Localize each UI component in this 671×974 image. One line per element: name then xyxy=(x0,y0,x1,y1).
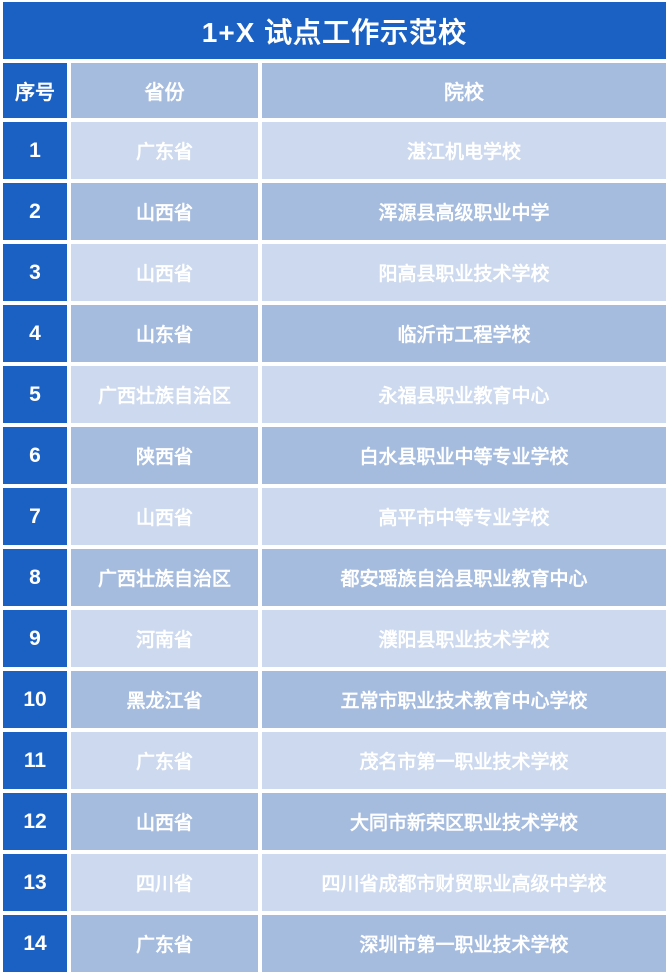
row-province-cell: 山西省 xyxy=(71,183,258,240)
table-row: 1 广东省 湛江机电学校 xyxy=(3,122,666,179)
row-index-cell: 1 xyxy=(3,122,67,179)
table-header-row: 序号 省份 院校 xyxy=(3,63,666,118)
row-index-cell: 13 xyxy=(3,854,67,911)
row-index-cell: 10 xyxy=(3,671,67,728)
table-row: 9 河南省 濮阳县职业技术学校 xyxy=(3,610,666,667)
row-province-cell: 河南省 xyxy=(71,610,258,667)
table-row: 12 山西省 大同市新荣区职业技术学校 xyxy=(3,793,666,850)
table-body: 1 广东省 湛江机电学校 2 山西省 浑源县高级职业中学 3 山西省 阳高县职业… xyxy=(3,122,666,972)
table-row: 5 广西壮族自治区 永福县职业教育中心 xyxy=(3,366,666,423)
table-row: 3 山西省 阳高县职业技术学校 xyxy=(3,244,666,301)
table-row: 11 广东省 茂名市第一职业技术学校 xyxy=(3,732,666,789)
row-province-cell: 广东省 xyxy=(71,122,258,179)
row-province-cell: 山东省 xyxy=(71,305,258,362)
row-province-cell: 四川省 xyxy=(71,854,258,911)
row-school-cell: 阳高县职业技术学校 xyxy=(262,244,666,301)
table-row: 4 山东省 临沂市工程学校 xyxy=(3,305,666,362)
row-index-cell: 6 xyxy=(3,427,67,484)
row-school-cell: 临沂市工程学校 xyxy=(262,305,666,362)
row-province-cell: 山西省 xyxy=(71,793,258,850)
row-province-cell: 陕西省 xyxy=(71,427,258,484)
table-row: 7 山西省 高平市中等专业学校 xyxy=(3,488,666,545)
table-row: 10 黑龙江省 五常市职业技术教育中心学校 xyxy=(3,671,666,728)
row-index-cell: 14 xyxy=(3,915,67,972)
row-province-cell: 广西壮族自治区 xyxy=(71,549,258,606)
column-header-province: 省份 xyxy=(71,63,258,118)
row-index-cell: 5 xyxy=(3,366,67,423)
row-province-cell: 广东省 xyxy=(71,915,258,972)
column-header-school: 院校 xyxy=(262,63,666,118)
row-school-cell: 永福县职业教育中心 xyxy=(262,366,666,423)
column-header-index: 序号 xyxy=(3,63,67,118)
row-school-cell: 大同市新荣区职业技术学校 xyxy=(262,793,666,850)
row-school-cell: 湛江机电学校 xyxy=(262,122,666,179)
row-index-cell: 2 xyxy=(3,183,67,240)
row-index-cell: 8 xyxy=(3,549,67,606)
table-row: 14 广东省 深圳市第一职业技术学校 xyxy=(3,915,666,972)
table-row: 13 四川省 四川省成都市财贸职业高级中学校 xyxy=(3,854,666,911)
row-province-cell: 广东省 xyxy=(71,732,258,789)
row-index-cell: 4 xyxy=(3,305,67,362)
row-province-cell: 山西省 xyxy=(71,244,258,301)
row-province-cell: 广西壮族自治区 xyxy=(71,366,258,423)
table-row: 6 陕西省 白水县职业中等专业学校 xyxy=(3,427,666,484)
row-index-cell: 11 xyxy=(3,732,67,789)
row-school-cell: 浑源县高级职业中学 xyxy=(262,183,666,240)
row-school-cell: 白水县职业中等专业学校 xyxy=(262,427,666,484)
row-province-cell: 黑龙江省 xyxy=(71,671,258,728)
table-row: 2 山西省 浑源县高级职业中学 xyxy=(3,183,666,240)
row-index-cell: 12 xyxy=(3,793,67,850)
row-school-cell: 都安瑶族自治县职业教育中心 xyxy=(262,549,666,606)
row-school-cell: 高平市中等专业学校 xyxy=(262,488,666,545)
row-index-cell: 9 xyxy=(3,610,67,667)
row-index-cell: 3 xyxy=(3,244,67,301)
row-school-cell: 五常市职业技术教育中心学校 xyxy=(262,671,666,728)
row-index-cell: 7 xyxy=(3,488,67,545)
row-school-cell: 茂名市第一职业技术学校 xyxy=(262,732,666,789)
page-title: 1+X 试点工作示范校 xyxy=(3,2,666,59)
row-school-cell: 深圳市第一职业技术学校 xyxy=(262,915,666,972)
table-row: 8 广西壮族自治区 都安瑶族自治县职业教育中心 xyxy=(3,549,666,606)
row-school-cell: 四川省成都市财贸职业高级中学校 xyxy=(262,854,666,911)
row-school-cell: 濮阳县职业技术学校 xyxy=(262,610,666,667)
row-province-cell: 山西省 xyxy=(71,488,258,545)
